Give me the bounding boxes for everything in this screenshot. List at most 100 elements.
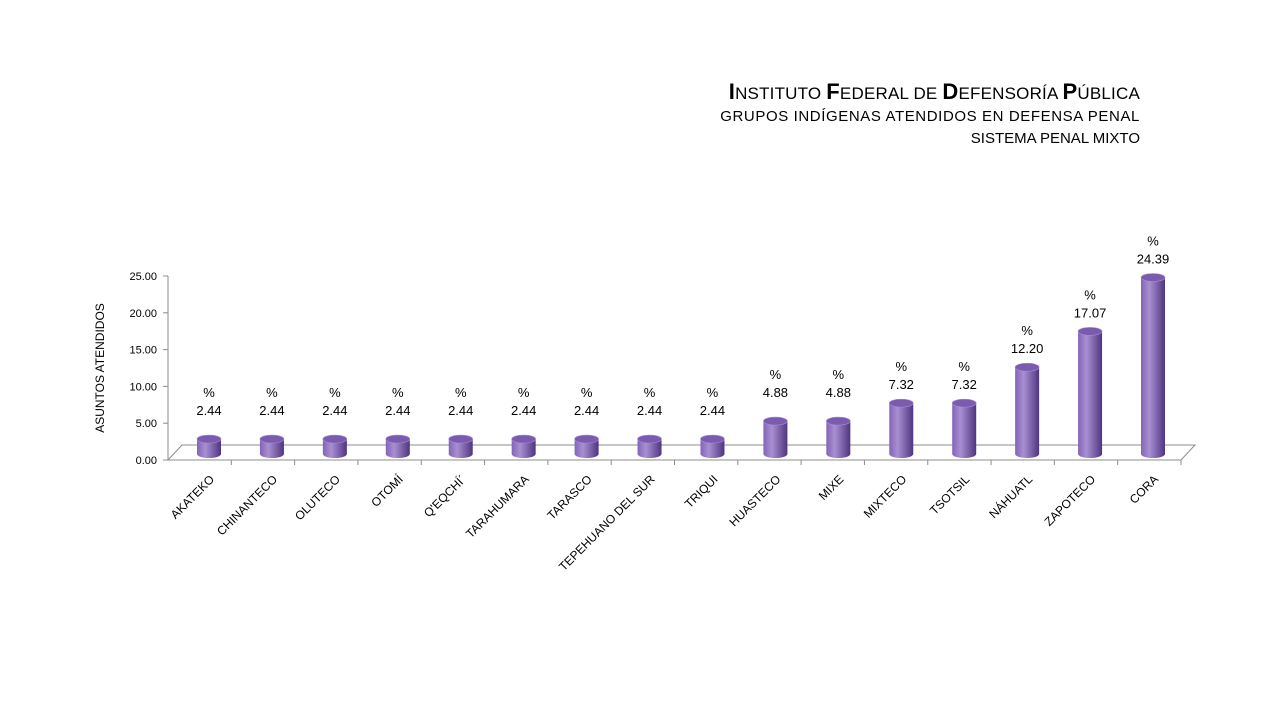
data-label: 4.88 [826,385,851,400]
bar-top [888,398,914,408]
data-label-prefix: % [707,385,719,400]
data-label: 4.88 [763,385,788,400]
data-label: 24.39 [1137,251,1170,266]
bar-top [196,434,222,444]
data-label: 12.20 [1011,341,1044,356]
bar-body [826,421,851,458]
bar-top [322,434,348,444]
bar-body [385,439,410,458]
title-rest-1: NSTITUTO [735,84,827,103]
x-tick-label: MIXTECO [861,472,910,521]
x-tick-label: ZAPOTECO [1042,472,1099,529]
bar-top [1014,362,1040,372]
title-rest-4: ÚBLICA [1077,84,1140,103]
data-label-prefix: % [770,367,782,382]
x-tick-label: TRIQUI [682,472,721,511]
bar-body [637,439,662,458]
data-label-prefix: % [833,367,845,382]
y-tick-label: 20.00 [129,308,157,320]
bar [322,434,348,458]
bar-body [511,439,536,458]
bar [637,434,662,458]
bar [826,416,851,458]
x-tick-label: OTOMÍ [368,471,407,510]
data-label: 2.44 [322,403,347,418]
chart-bars [196,273,1166,458]
bar-body [1141,277,1165,458]
data-label: 2.44 [637,403,662,418]
y-tick-label: 5.00 [136,418,157,430]
bar [1140,273,1166,458]
data-label: 2.44 [700,403,725,418]
bar [763,416,788,458]
data-label: 7.32 [952,377,977,392]
data-label: 17.07 [1074,305,1107,320]
data-label-prefix: % [644,385,656,400]
data-label-prefix: % [581,385,593,400]
chart-header: INSTITUTO FEDERAL DE DEFENSORÍA PÚBLICA … [720,80,1140,150]
bar-top [826,416,851,426]
bar-top [511,434,536,444]
bar-body [700,439,725,458]
y-tick-label: 0.00 [136,455,157,467]
bar-top [763,416,788,426]
chart-subtitle: GRUPOS INDÍGENAS ATENDIDOS EN DEFENSA PE… [720,108,1140,125]
title-cap-4: P [1062,79,1078,104]
bar-body [322,439,347,458]
chart-axes: 0.00 5.00 10.00 15.00 20.00 25.00 ASUNTOS ATEN… [93,271,1197,467]
data-label-prefix: % [392,385,404,400]
data-label: 2.44 [259,403,284,418]
bar-top [574,434,599,444]
title-cap-2: F [826,79,840,104]
data-label-prefix: % [329,385,341,400]
data-label: 7.32 [889,377,914,392]
bar-top [259,434,285,444]
data-label: 2.44 [448,403,473,418]
data-label-prefix: % [1084,287,1096,302]
bar [700,434,725,458]
bar-body [889,403,914,458]
bar-body [259,439,284,458]
bar [1077,327,1103,458]
bar [1014,362,1040,458]
data-label: 2.44 [511,403,536,418]
data-label-prefix: % [518,385,530,400]
title-cap-1: I [728,79,736,104]
y-tick-label: 10.00 [129,381,157,393]
title-cap-3: D [942,79,959,104]
chart-floor [166,444,1197,461]
x-tick-label: CHINANTECO [214,472,280,538]
x-tick-label: NÁHUATL [986,471,1036,521]
x-tick-label: AKATEKO [168,472,217,521]
data-label-prefix: % [1147,233,1159,248]
bar [951,398,977,458]
bar [574,434,599,458]
data-label-prefix: % [958,359,970,374]
x-tick-label: Q'EQCHÍ´ [420,472,469,521]
bar-body [197,439,221,458]
bar [259,434,285,458]
x-tick-label: HUASTECO [726,472,783,529]
bar-top [448,434,474,444]
bar-body [574,439,599,458]
x-tick-label: MIXE [816,472,847,503]
x-tick-label: TSOTSIL [927,472,972,517]
bar [196,434,222,458]
bar-top [700,434,725,444]
bar-top [1077,327,1103,336]
chart-subtitle-2: SISTEMA PENAL MIXTO [970,130,1140,147]
bar [385,434,411,458]
bar-top [1140,273,1166,282]
bar [448,434,474,458]
x-tick-label: CORA [1127,472,1161,506]
data-label-prefix: % [203,385,215,400]
bar-top [385,434,411,444]
data-label-prefix: % [455,385,467,400]
bar-body [1015,367,1040,458]
title-rest-3: EFENSORÍA [958,84,1063,103]
bar-body [952,403,977,458]
bar-body [448,439,473,458]
y-tick-label: 15.00 [129,345,157,357]
data-label-prefix: % [895,359,907,374]
y-axis-title: ASUNTOS ATENDIDOS [93,303,107,433]
